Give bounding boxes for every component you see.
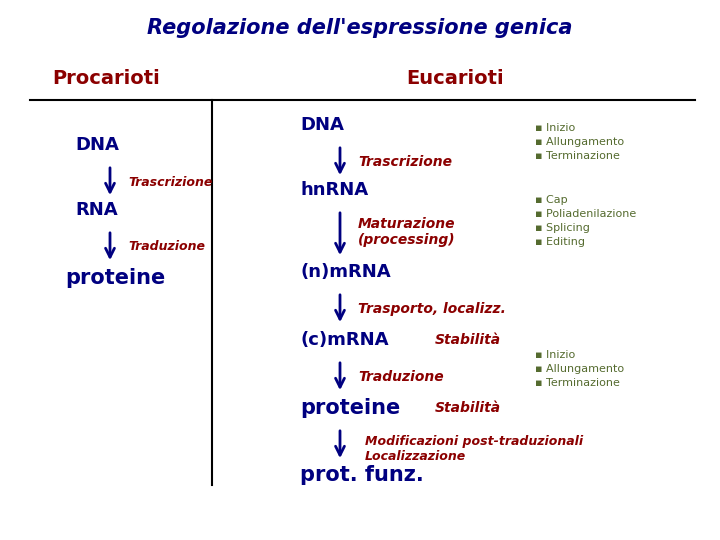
- Text: Modificazioni post-traduzionali: Modificazioni post-traduzionali: [365, 435, 583, 448]
- Text: Trasporto, localizz.: Trasporto, localizz.: [358, 302, 506, 316]
- Text: proteine: proteine: [300, 398, 400, 418]
- Text: Traduzione: Traduzione: [128, 240, 205, 253]
- Text: Stabilità: Stabilità: [435, 333, 501, 347]
- Text: Maturazione: Maturazione: [358, 217, 456, 231]
- Text: ▪ Editing: ▪ Editing: [535, 237, 585, 247]
- Text: ▪ Allungamento: ▪ Allungamento: [535, 364, 624, 374]
- Text: prot. funz.: prot. funz.: [300, 465, 424, 485]
- Text: ▪ Poliadenilazione: ▪ Poliadenilazione: [535, 209, 636, 219]
- Text: (c)mRNA: (c)mRNA: [300, 331, 389, 349]
- Text: Trascrizione: Trascrizione: [128, 176, 212, 188]
- Text: Trascrizione: Trascrizione: [358, 155, 452, 169]
- Text: Eucarioti: Eucarioti: [406, 69, 504, 87]
- Text: ▪ Inizio: ▪ Inizio: [535, 350, 575, 360]
- Text: Stabilità: Stabilità: [435, 401, 501, 415]
- Text: Procarioti: Procarioti: [52, 69, 160, 87]
- Text: Regolazione dell'espressione genica: Regolazione dell'espressione genica: [148, 18, 572, 38]
- Text: DNA: DNA: [75, 136, 119, 154]
- Text: (processing): (processing): [358, 233, 456, 247]
- Text: hnRNA: hnRNA: [300, 181, 368, 199]
- Text: ▪ Splicing: ▪ Splicing: [535, 223, 590, 233]
- Text: proteine: proteine: [65, 268, 166, 288]
- Text: ▪ Terminazione: ▪ Terminazione: [535, 378, 620, 388]
- Text: ▪ Cap: ▪ Cap: [535, 195, 567, 205]
- Text: DNA: DNA: [300, 116, 344, 134]
- Text: Localizzazione: Localizzazione: [365, 449, 467, 462]
- Text: (n)mRNA: (n)mRNA: [300, 263, 391, 281]
- Text: Traduzione: Traduzione: [358, 370, 444, 384]
- Text: ▪ Inizio: ▪ Inizio: [535, 123, 575, 133]
- Text: ▪ Allungamento: ▪ Allungamento: [535, 137, 624, 147]
- Text: ▪ Terminazione: ▪ Terminazione: [535, 151, 620, 161]
- Text: RNA: RNA: [75, 201, 117, 219]
